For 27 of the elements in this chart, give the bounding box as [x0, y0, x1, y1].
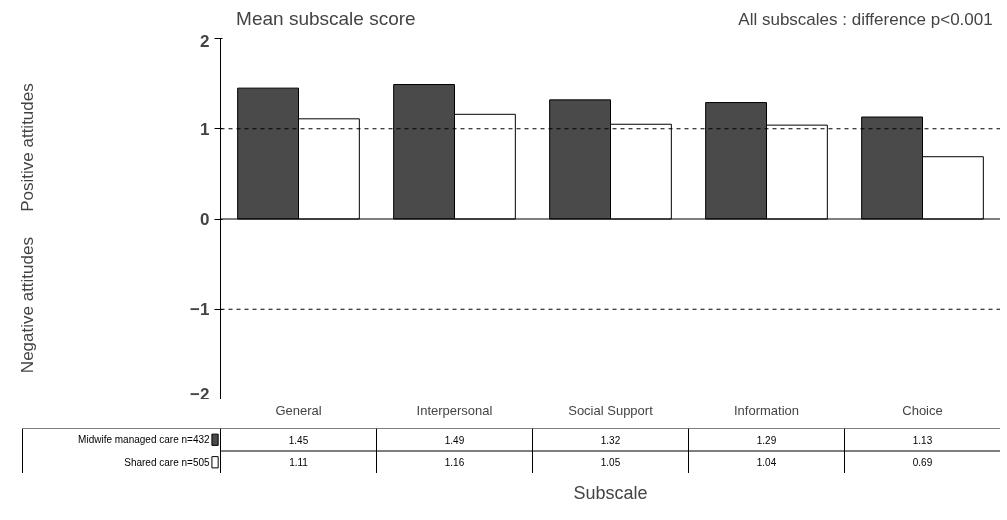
data-label: 1.11 [289, 457, 309, 469]
chart-title: Mean subscale score [236, 8, 416, 30]
legend-label: Shared care n=505 [124, 456, 211, 468]
data-label: 1.49 [444, 434, 465, 446]
y-tick-label: −2 [190, 384, 210, 404]
y-tick-label: 1 [200, 119, 210, 139]
x-tick-label: Information [733, 402, 800, 418]
data-label: 1.45 [288, 434, 309, 446]
x-axis-title: Subscale [573, 482, 648, 503]
x-tick-label: Interpersonal [416, 402, 493, 418]
y-tick-label: −1 [190, 300, 210, 320]
text: Negative attitudes [18, 237, 37, 374]
text: Positive attitudes [18, 83, 37, 212]
data-label: 0.69 [912, 457, 933, 469]
data-label: 1.05 [600, 457, 621, 469]
data-label: 1.32 [600, 434, 621, 446]
x-tick-label: Social Support [568, 402, 654, 418]
data-label: 1.16 [444, 457, 465, 469]
y-tick-label: 0 [200, 210, 210, 229]
y-tick-label: 2 [200, 31, 210, 51]
data-label: 1.29 [756, 434, 777, 446]
data-label: 1.13 [912, 434, 933, 446]
x-tick-label: General [275, 402, 322, 418]
data-label: 1.04 [756, 457, 777, 469]
legend-label: Midwife managed care n=432 [78, 434, 211, 446]
x-tick-label: Choice [902, 402, 943, 418]
text: All subscales : difference p<0.001 [738, 10, 993, 30]
